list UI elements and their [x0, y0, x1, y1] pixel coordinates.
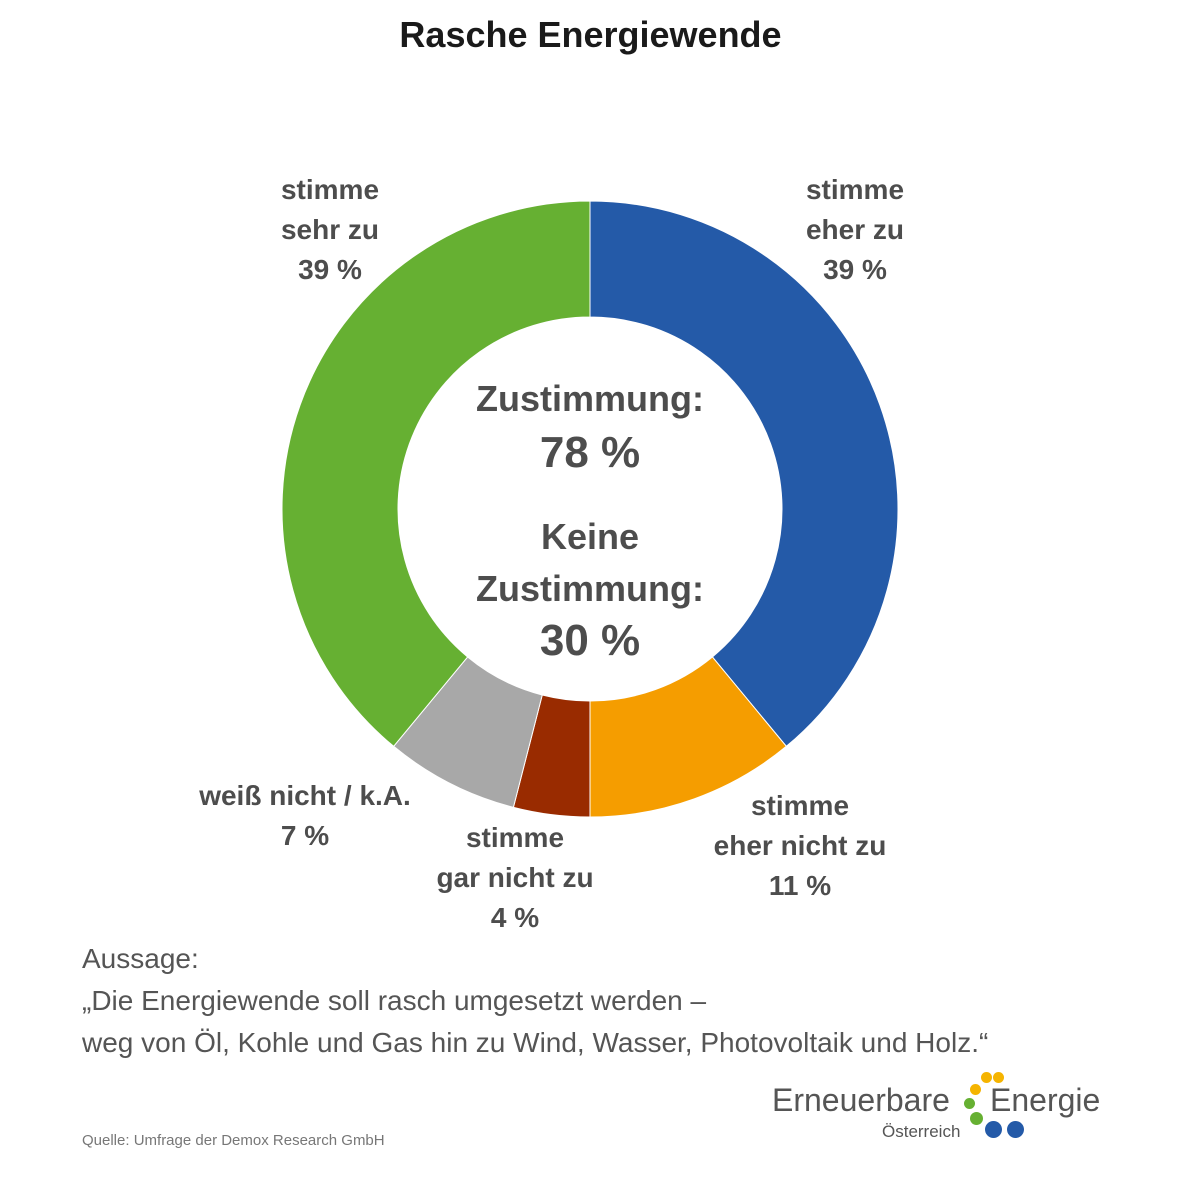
- center-disagree-value: 30 %: [539, 616, 641, 665]
- center-agree-label: Zustimmung:: [476, 378, 704, 419]
- logo: Erneuerbare Energie Österreich: [772, 1068, 1112, 1148]
- donut-slice-stimme-sehr-zu: [281, 200, 591, 748]
- logo-dot-blue-2: [1007, 1121, 1024, 1138]
- donut-slice-stimme-eher-zu: [589, 200, 899, 748]
- statement-line-1: Aussage:: [82, 943, 199, 974]
- center-disagree-label-2: Zustimmung:: [476, 568, 704, 609]
- logo-word-energie: Energie: [990, 1082, 1101, 1118]
- logo-dot-green-2: [970, 1112, 983, 1125]
- slice-label-weiss-nicht: weiß nicht / k.A. 7 %: [199, 780, 411, 851]
- slice-label-stimme-eher-nicht-zu: stimme eher nicht zu 11 %: [713, 790, 887, 901]
- statement-text: Aussage: „Die Energiewende soll rasch um…: [82, 938, 1142, 1064]
- statement-line-3: weg von Öl, Kohle und Gas hin zu Wind, W…: [82, 1027, 989, 1058]
- logo-dot-yellow-3: [993, 1072, 1004, 1083]
- slice-label-stimme-eher-zu: stimme eher zu 39 %: [805, 174, 905, 285]
- logo-word-erneuerbare: Erneuerbare: [772, 1082, 950, 1118]
- slice-label-stimme-sehr-zu: stimme sehr zu 39 %: [280, 174, 380, 285]
- logo-dot-yellow-2: [981, 1072, 992, 1083]
- slice-label-stimme-gar-nicht-zu: stimme gar nicht zu 4 %: [436, 822, 594, 933]
- logo-dot-green-1: [964, 1098, 975, 1109]
- center-disagree-label-1: Keine: [540, 516, 640, 557]
- logo-dot-blue-1: [985, 1121, 1002, 1138]
- center-agree-value: 78 %: [539, 428, 641, 477]
- logo-subtitle: Österreich: [882, 1122, 961, 1141]
- logo-dot-yellow-1: [970, 1084, 981, 1095]
- source-note: Quelle: Umfrage der Demox Research GmbH: [82, 1132, 385, 1149]
- statement-line-2: „Die Energiewende soll rasch umgesetzt w…: [82, 985, 707, 1016]
- chart-title: Rasche Energiewende: [399, 14, 782, 55]
